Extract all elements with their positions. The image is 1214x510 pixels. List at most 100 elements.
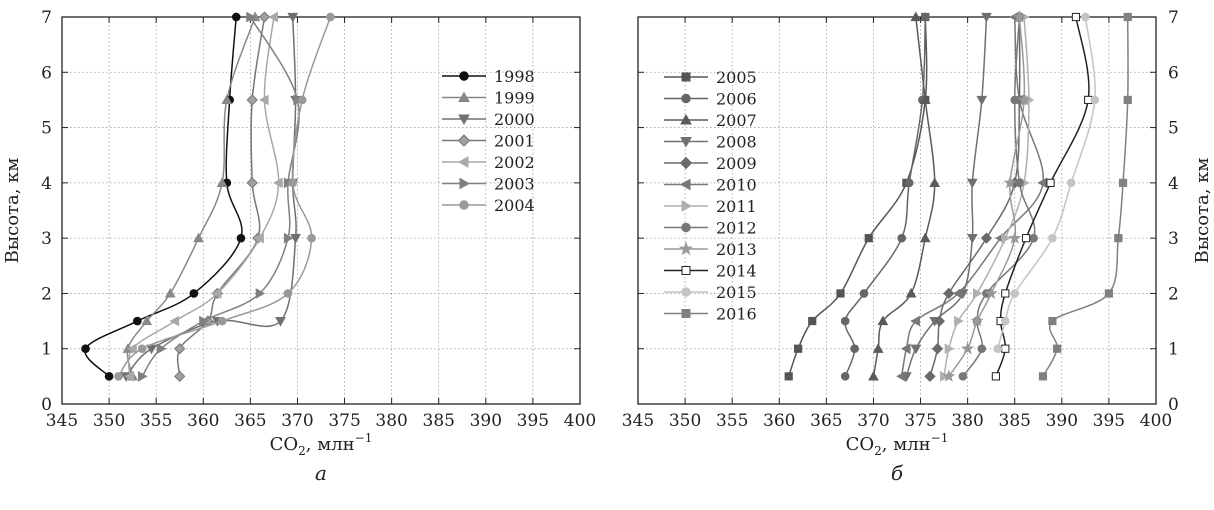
legend-item: 2014 xyxy=(664,262,757,281)
legend-label: 2012 xyxy=(716,219,757,238)
legend-label: 2006 xyxy=(716,90,757,109)
data-point xyxy=(897,233,907,243)
legend-marker xyxy=(680,113,692,125)
legend-label: 2008 xyxy=(716,133,757,152)
data-point xyxy=(217,316,227,326)
legend-item: 2009 xyxy=(664,154,757,173)
data-point xyxy=(961,341,975,355)
data-point xyxy=(944,343,955,355)
legend-item: 2006 xyxy=(664,90,757,109)
legend-label: 2004 xyxy=(494,196,535,215)
x-tick-label: 355 xyxy=(140,411,172,431)
data-point xyxy=(981,12,992,23)
series-2014 xyxy=(991,12,1093,381)
data-point xyxy=(231,12,241,22)
y-tick-label: 6 xyxy=(1168,63,1179,83)
legend-item: 2015 xyxy=(664,283,757,302)
data-point xyxy=(164,287,176,298)
data-point xyxy=(993,344,1003,354)
legend-item: 2013 xyxy=(664,240,757,259)
data-point xyxy=(784,372,793,381)
legend-marker xyxy=(679,178,691,191)
data-point xyxy=(137,371,148,382)
legend-marker xyxy=(681,287,691,297)
data-point xyxy=(1008,231,1022,244)
legend-label: 2009 xyxy=(716,154,757,173)
legend-item: 2012 xyxy=(664,219,757,238)
y-tick-label: 2 xyxy=(41,284,52,304)
legend-item: 1999 xyxy=(442,89,535,108)
x-tick-label: 385 xyxy=(423,411,455,431)
data-point xyxy=(275,316,286,327)
x-axis-label-subscript: 2 xyxy=(298,444,306,458)
legend: 2005 2006 2007 2008 2009 2010 2011 2012 2013 2014… xyxy=(664,68,757,324)
data-point xyxy=(919,232,931,243)
data-point xyxy=(174,370,186,383)
data-point xyxy=(288,178,298,188)
data-point xyxy=(919,94,931,105)
data-point xyxy=(1053,344,1062,353)
y-tick-label: 2 xyxy=(1168,284,1179,304)
legend-item: 2016 xyxy=(664,305,757,324)
data-point xyxy=(1123,95,1132,105)
y-tick-label: 7 xyxy=(1168,8,1179,28)
legend-marker xyxy=(681,309,691,318)
data-point xyxy=(905,287,917,298)
data-point xyxy=(258,11,271,23)
data-point xyxy=(910,315,920,327)
data-point xyxy=(840,316,850,326)
legend-item: 2008 xyxy=(664,133,757,152)
series-2001 xyxy=(174,11,271,383)
x-axis-label-superscript: −1 xyxy=(931,431,949,445)
y-tick-label: 3 xyxy=(41,229,52,249)
legend-marker xyxy=(678,241,694,256)
panel-label: а xyxy=(315,461,327,485)
legend-label: 2007 xyxy=(716,111,757,130)
data-point xyxy=(141,315,153,326)
data-point xyxy=(864,234,873,243)
data-point xyxy=(910,11,922,22)
data-point xyxy=(984,286,998,299)
data-point xyxy=(246,94,258,106)
data-point xyxy=(904,178,914,188)
data-point xyxy=(943,287,955,300)
legend-marker xyxy=(681,93,691,104)
data-point xyxy=(1021,234,1031,243)
data-point xyxy=(808,316,817,326)
data-point xyxy=(246,11,256,23)
series-2002 xyxy=(124,11,283,382)
data-point xyxy=(868,370,879,381)
x-tick-label: 380 xyxy=(375,411,407,431)
plot-frame xyxy=(637,16,1157,405)
data-point xyxy=(193,232,204,243)
x-tick-label: 350 xyxy=(669,411,701,431)
data-point xyxy=(1123,12,1132,22)
data-point xyxy=(966,178,978,189)
data-point xyxy=(1118,178,1128,187)
x-tick-label: 400 xyxy=(1140,411,1172,431)
data-point xyxy=(1081,12,1090,22)
legend: 1998 1999 2000 2001 2002 2003 2004 xyxy=(442,67,535,215)
y-tick-label: 3 xyxy=(1168,229,1179,249)
data-point xyxy=(189,289,199,298)
x-axis-label-unit: , млн xyxy=(306,434,355,455)
data-point xyxy=(859,289,869,298)
data-point xyxy=(1104,289,1114,298)
legend-marker xyxy=(681,266,691,275)
x-tick-label: 395 xyxy=(517,411,549,431)
data-point xyxy=(326,12,335,22)
data-point xyxy=(933,315,946,327)
y-tick-label: 0 xyxy=(1168,395,1179,415)
panel-label: б xyxy=(891,461,904,485)
data-point xyxy=(255,288,266,299)
data-point xyxy=(966,234,978,244)
series-2007 xyxy=(868,11,941,381)
x-tick-label: 345 xyxy=(46,411,78,431)
series-1998 xyxy=(81,12,246,381)
legend-label: 1999 xyxy=(494,89,535,108)
data-point xyxy=(1048,316,1057,326)
data-point xyxy=(972,288,983,299)
legend-marker xyxy=(458,114,470,126)
data-point xyxy=(977,344,987,354)
